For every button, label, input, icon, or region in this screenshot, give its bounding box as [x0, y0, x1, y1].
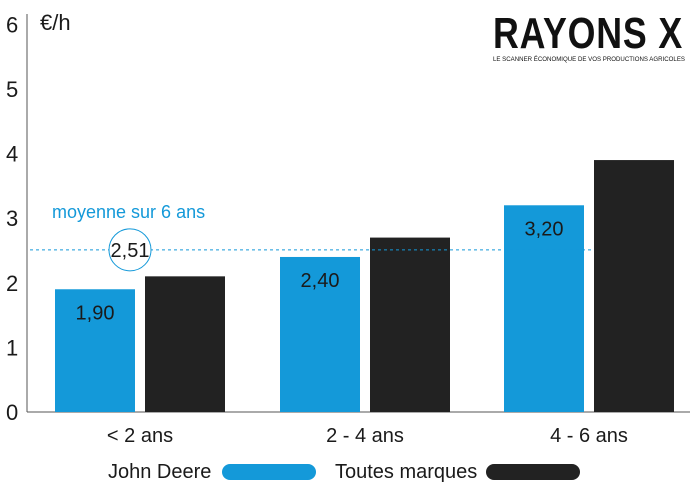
- y-tick-label: 0: [6, 400, 18, 425]
- bar-toutes-marques: [594, 160, 674, 412]
- bar-john-deere: [504, 205, 584, 412]
- y-tick-label: 5: [6, 77, 18, 102]
- logo: RAYONS X LE SCANNER ÉCONOMIQUE DE VOS PR…: [493, 9, 685, 63]
- logo-title: RAYONS X: [493, 9, 683, 58]
- legend-label-toutes-marques: Toutes marques: [335, 461, 477, 483]
- bar-value-label: 1,90: [76, 302, 115, 324]
- bar-toutes-marques: [370, 237, 450, 412]
- average-value-label: 2,51: [111, 240, 150, 262]
- average-value-circle: [108, 228, 152, 272]
- legend-label-john-deere: John Deere: [108, 461, 211, 483]
- bars-group: 1,90 2,40 3,20: [55, 160, 674, 412]
- x-tick-label: 2 - 4 ans: [326, 425, 404, 447]
- x-axis-ticks: < 2 ans 2 - 4 ans 4 - 6 ans: [107, 425, 628, 447]
- y-tick-label: 3: [6, 206, 18, 231]
- y-tick-label: 2: [6, 271, 18, 296]
- y-tick-label: 4: [6, 142, 18, 167]
- average-label: moyenne sur 6 ans: [52, 202, 205, 222]
- bar-toutes-marques: [145, 276, 225, 412]
- bar-john-deere: [55, 289, 135, 412]
- legend-swatch-john-deere: [222, 464, 316, 480]
- logo-subtitle: LE SCANNER ÉCONOMIQUE DE VOS PRODUCTIONS…: [493, 54, 685, 63]
- legend-swatch-toutes-marques: [486, 464, 580, 480]
- bar-value-label: 2,40: [301, 270, 340, 292]
- y-tick-label: 6: [6, 12, 18, 37]
- y-axis-unit: €/h: [40, 10, 71, 35]
- y-axis-ticks: 0 1 2 3 4 5 6: [6, 12, 18, 425]
- bar-value-label: 3,20: [525, 218, 564, 240]
- y-tick-label: 1: [6, 335, 18, 360]
- bar-john-deere: [280, 256, 360, 412]
- x-tick-label: 4 - 6 ans: [550, 425, 628, 447]
- x-tick-label: < 2 ans: [107, 425, 173, 447]
- legend: John Deere Toutes marques: [108, 461, 580, 483]
- average-group: moyenne sur 6 ans 2,51: [30, 202, 592, 272]
